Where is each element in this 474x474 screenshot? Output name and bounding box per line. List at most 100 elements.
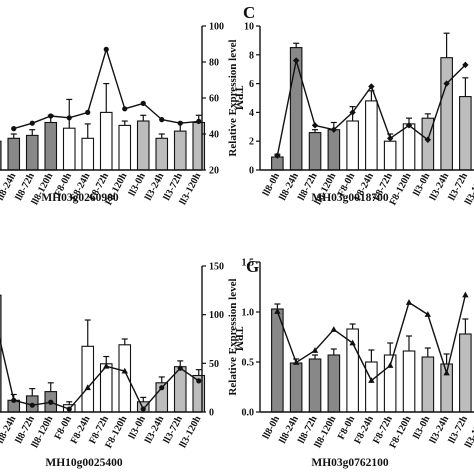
bar (440, 57, 453, 171)
bar (459, 96, 472, 171)
y-tick-label: 8 (249, 50, 254, 61)
chart-panel-bottom-left: 050100150TPMll8-0hll8-24hll8-72hll8-120h… (0, 262, 245, 469)
y-tick-label: 100 (209, 310, 224, 321)
panel-letter: G (246, 257, 259, 276)
line-marker (177, 120, 183, 126)
bar (308, 358, 322, 413)
y-tick-label: 1.5 (242, 258, 255, 269)
bar (118, 124, 132, 171)
line-marker (196, 378, 202, 384)
line-marker (405, 122, 413, 129)
y-tick-label: 0.0 (242, 408, 255, 419)
gene-label: MH03g0018700 (311, 192, 389, 204)
y-tick-label: 100 (209, 22, 224, 33)
line-marker (387, 362, 394, 368)
line-marker (311, 122, 319, 129)
line-marker (462, 291, 469, 298)
line-marker (140, 100, 146, 106)
bar (365, 361, 378, 413)
line-marker (122, 106, 128, 112)
bar (62, 127, 76, 171)
line-marker (349, 339, 356, 346)
y-axis-title: Relative Expression level (227, 278, 239, 395)
line-marker (462, 61, 469, 69)
line-marker (159, 117, 165, 123)
panel-letter: C (243, 3, 255, 22)
y-tick-label: 60 (209, 94, 219, 105)
line-marker (443, 80, 450, 87)
chart-panel-top-left: 20406080100TPMll8-0hll8-24hll8-72hll8-12… (0, 22, 245, 207)
y-axis-title-right: TPM (233, 86, 245, 111)
line-marker (29, 120, 35, 126)
line-marker (29, 402, 35, 408)
y-tick-label: 40 (209, 130, 219, 141)
line-marker (330, 326, 337, 332)
trend-line (0, 337, 200, 411)
bar (271, 156, 284, 171)
line-marker (274, 152, 281, 159)
bar (289, 47, 303, 171)
bar (327, 354, 341, 413)
bar (271, 308, 284, 413)
line-marker (405, 299, 413, 305)
bar (155, 137, 169, 171)
gene-label: MH03g0762100 (311, 457, 389, 469)
line-marker (48, 113, 54, 119)
bar (0, 294, 2, 413)
line-marker (311, 347, 319, 353)
bar (421, 356, 435, 413)
bar (81, 137, 95, 171)
bar (346, 120, 359, 171)
line-marker (48, 399, 54, 405)
y-tick-label: 0 (249, 166, 254, 177)
bar (327, 129, 341, 171)
bar (0, 140, 2, 171)
line-marker (424, 311, 431, 317)
y-tick-label: 0.5 (242, 358, 255, 369)
line-marker (293, 57, 300, 64)
bar (402, 123, 416, 171)
y-tick-label: 20 (209, 166, 219, 177)
line-marker (11, 397, 17, 403)
line-marker (66, 406, 72, 412)
bar (402, 350, 416, 413)
y-tick-label: 150 (209, 262, 224, 273)
line-marker (443, 369, 450, 376)
line-marker (121, 367, 128, 374)
line-marker (140, 406, 146, 412)
y-tick-label: 10 (244, 22, 254, 33)
bar (99, 111, 113, 171)
y-tick-label: 50 (209, 359, 219, 370)
bar (308, 132, 322, 171)
bar (7, 137, 21, 171)
bar (289, 362, 303, 413)
y-tick-label: 80 (209, 58, 219, 69)
y-tick-label: 4 (249, 108, 254, 119)
line-marker (424, 136, 431, 143)
bar (383, 140, 397, 171)
y-tick-label: 1.0 (242, 308, 255, 319)
bar (192, 121, 206, 171)
y-tick-label: 0 (209, 408, 214, 419)
line-marker (387, 135, 394, 142)
bar (459, 333, 472, 413)
line-marker (66, 115, 72, 121)
line-marker (159, 385, 165, 391)
y-axis-title: Relative Expression level (227, 39, 239, 156)
gene-label: MH03g0260900 (41, 192, 119, 204)
line-marker (368, 83, 375, 90)
line-marker (103, 362, 110, 369)
gene-label: MH10g0025400 (45, 457, 123, 469)
line-marker (196, 118, 202, 124)
line-marker (103, 46, 109, 53)
bar (81, 345, 95, 413)
y-axis-title-right: TPM (233, 327, 245, 352)
bar (365, 100, 378, 171)
bar (25, 134, 39, 171)
line-marker (368, 377, 375, 383)
line-marker (84, 384, 91, 391)
line-marker (274, 308, 281, 314)
